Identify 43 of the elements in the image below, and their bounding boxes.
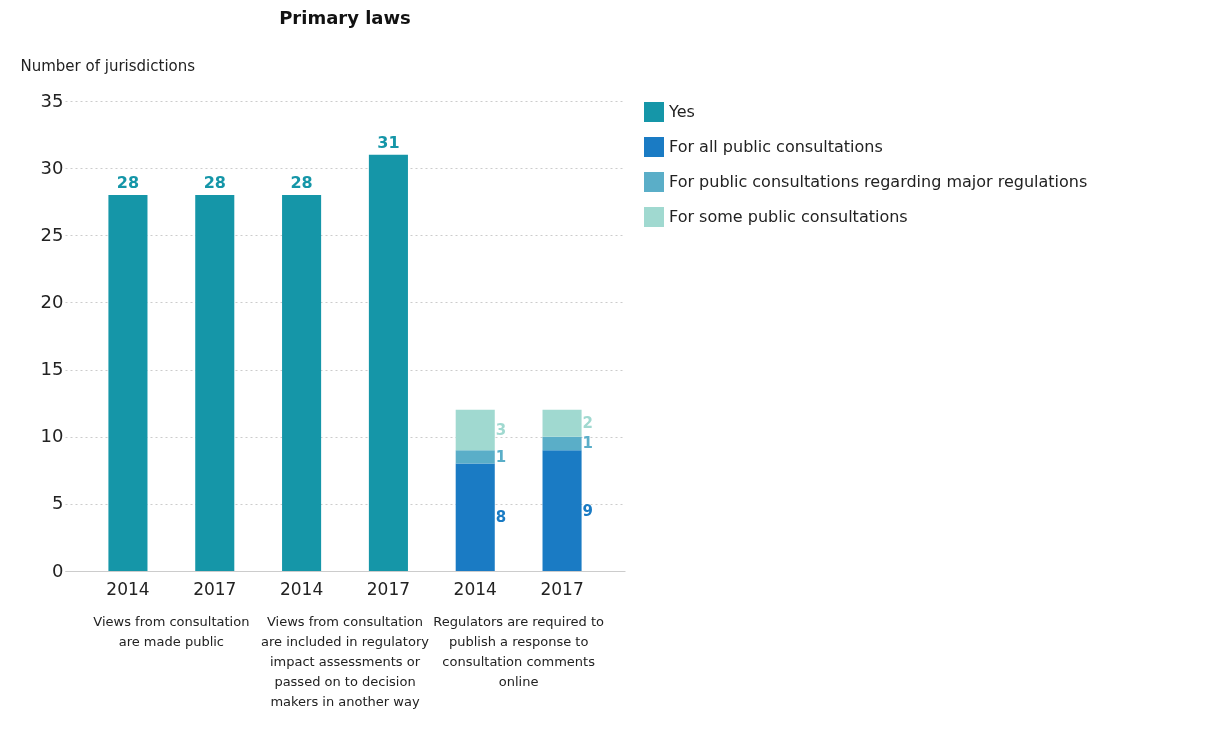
x-tick-label: 2017: [193, 578, 237, 599]
y-axis-title: Number of jurisdictions: [20, 56, 196, 75]
y-tick-label: 25: [40, 223, 64, 245]
data-label: 28: [116, 173, 140, 192]
bar: [542, 409, 582, 437]
data-label: 3: [495, 421, 507, 439]
bar: [282, 195, 322, 571]
legend-label: For all public consultations: [669, 137, 883, 156]
legend-label: For public consultations regarding major regulations: [669, 172, 1088, 191]
x-tick-label: 2014: [106, 578, 150, 599]
bar: [542, 450, 582, 571]
data-label: 8: [495, 508, 507, 527]
data-label: 9: [582, 501, 594, 520]
legend-label: Yes: [668, 102, 695, 121]
data-label: 1: [495, 447, 507, 466]
text: Views from consultation are made public: [93, 614, 250, 649]
y-tick-label: 20: [40, 290, 64, 312]
text: Views from consultation are included in regulatory impact assessments or passed on to decision makers in another way: [261, 614, 430, 709]
bar: [108, 195, 148, 571]
bar: [455, 409, 495, 451]
y-tick-label: 35: [40, 89, 64, 111]
bar: [455, 450, 495, 464]
y-tick-label: 5: [52, 492, 64, 514]
x-tick-label: 2017: [540, 578, 584, 599]
y-tick-label: 15: [40, 358, 64, 380]
bar: [455, 463, 495, 571]
legend-label: For some public consultations: [669, 207, 908, 226]
y-tick-label: 0: [52, 559, 64, 581]
y-tick-label: 10: [40, 425, 64, 447]
data-label: 28: [203, 173, 226, 192]
bar: [542, 436, 582, 451]
x-tick-label: 2017: [366, 578, 411, 599]
chart-title: Primary laws: [279, 7, 411, 28]
x-tick-label: 2014: [453, 578, 497, 599]
x-tick-label: 2014: [279, 578, 324, 599]
bar: [368, 154, 408, 571]
text: Regulators are required to publish a response to consultation comments online: [433, 614, 604, 689]
data-label: 28: [290, 173, 313, 192]
data-label: 1: [582, 434, 594, 453]
data-label: 2: [582, 414, 594, 433]
bar: [195, 195, 235, 571]
data-label: 31: [377, 132, 400, 152]
y-tick-label: 30: [40, 156, 64, 178]
